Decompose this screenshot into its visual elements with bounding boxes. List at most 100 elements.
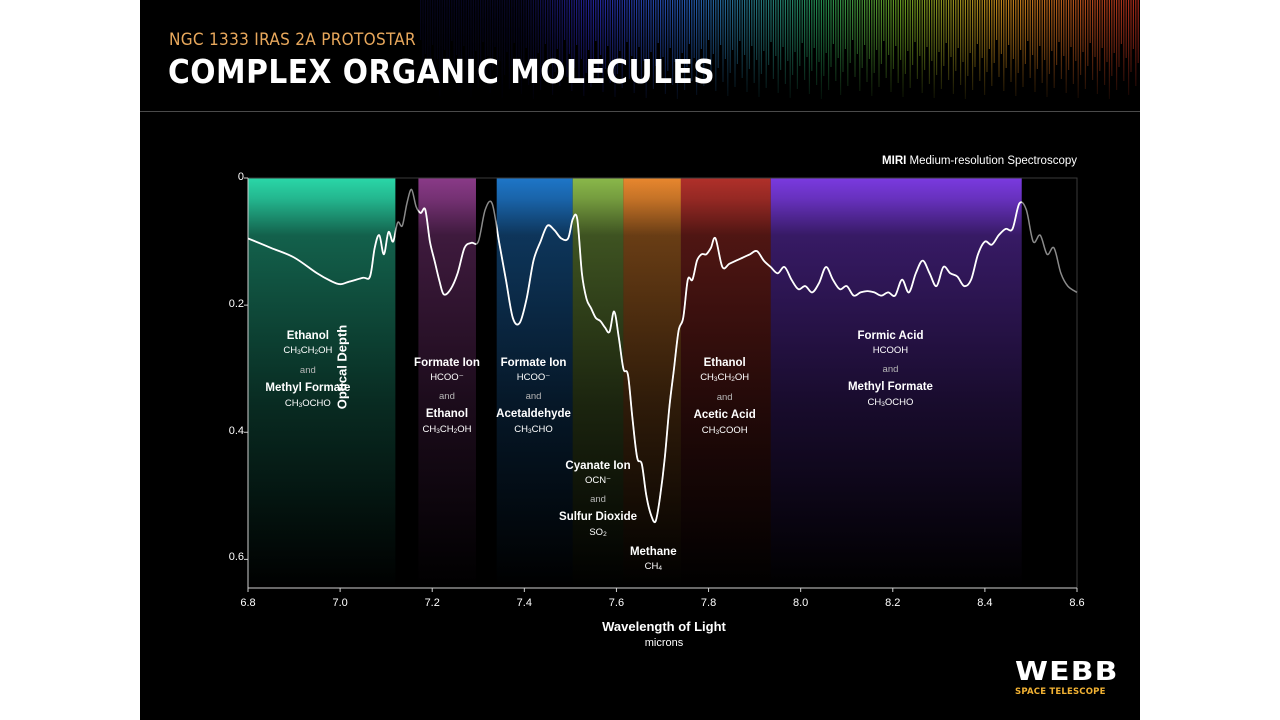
strip-line [1044,0,1046,60]
strip-line [1020,0,1022,50]
strip-line [434,0,436,82]
strip-line [1070,0,1072,47]
strip-line [1125,0,1127,58]
strip-line [1058,0,1060,42]
strip-line [547,0,549,81]
strip-line [511,0,513,66]
strip-line [540,0,542,90]
molecule-formula: HCOO⁻ [430,372,464,384]
strip-line [1034,0,1036,92]
strip-line [724,0,726,59]
strip-line [1077,0,1079,98]
page-title: COMPLEX ORGANIC MOLECULES [168,52,716,91]
strip-line [1094,0,1096,57]
molecule-formula: CH3CH2OH [700,372,750,384]
strip-line [729,0,731,73]
strip-line [604,0,606,69]
strip-line [799,0,801,66]
x-axis-units: microns [644,637,684,649]
molecule-formula: CH3COOH [701,424,748,436]
strip-line [912,0,914,65]
strip-line [1135,0,1137,86]
and-separator: and [716,391,733,403]
band-label: Methane CH4 [630,546,677,573]
strip-line [535,0,537,76]
strip-line [981,0,983,58]
strip-line [578,0,580,82]
molecule-name: Sulfur Dioxide [559,511,637,524]
instrument-label: MIRI Medium-resolution Spectroscopy [882,155,1077,167]
strip-line [571,0,573,91]
strip-line [871,0,873,96]
strip-line [1118,0,1120,67]
molecule-formula: CH3CH2OH [422,423,472,435]
strip-line [933,0,935,98]
x-tick-label: 7.6 [608,597,625,609]
strip-line [592,0,594,64]
strip-line [1104,0,1106,85]
strip-line [566,0,568,77]
strip-line [477,0,479,88]
strip-line [492,0,494,70]
strip-line [1017,0,1019,73]
strip-line [1111,0,1113,76]
strip-line [499,0,501,61]
strip-line [460,0,462,69]
strip-line [808,0,810,94]
strip-line [636,0,638,70]
strip-line [847,0,849,86]
molecule-formula: CH3CHO [514,423,553,435]
and-separator: and [439,390,455,402]
strip-line [1015,0,1017,96]
strip-line [564,0,566,40]
strip-line [900,0,902,60]
molecule-formula: SO2 [589,526,607,538]
strip-line [780,0,782,70]
strip-line [458,0,460,92]
strip-line [624,0,626,65]
strip-line [1092,0,1094,80]
strip-line [1012,0,1014,59]
band-label: Formate Ion HCOO⁻ and Ethanol CH3CH2OH [414,357,480,436]
strip-line [993,0,995,63]
strip-line [837,0,839,58]
strip-line [1063,0,1065,56]
strip-line [739,0,741,41]
strip-line [736,0,738,64]
strip-line [1130,0,1132,72]
strip-line [1080,0,1082,75]
strip-line [1087,0,1089,66]
strip-line [1060,0,1062,79]
strip-line [1056,0,1058,65]
band-label: Ethanol CH3CH2OH and Acetic Acid CH3COOH [694,357,756,437]
strip-line [482,0,484,42]
molecule-formula: HCOOH [872,345,909,357]
strip-line [693,0,695,58]
strip-line [907,0,909,51]
strip-line [684,0,686,90]
strip-line [612,0,614,60]
strip-line [876,0,878,50]
strip-line [655,0,657,66]
strip-line [775,0,777,56]
strip-line [904,0,906,74]
strip-line [532,0,534,99]
strip-line [456,0,458,55]
strip-line [832,0,834,44]
strip-line [940,0,942,89]
strip-line [1039,0,1041,46]
strip-line [727,0,729,96]
strip-line [1036,0,1038,69]
strip-line [1022,0,1024,87]
strip-line [1000,0,1002,54]
molecule-name: Ethanol [286,329,329,342]
series-layer [247,188,1078,524]
strip-line [436,0,438,59]
figure-panel: NGC 1333 IRAS 2A PROTOSTAR COMPLEX ORGAN… [140,0,1140,720]
strip-line [787,0,789,61]
strip-line [890,0,892,92]
strip-line [621,0,623,88]
strip-line [868,0,870,59]
strip-line [974,0,976,67]
strip-line [717,0,719,68]
